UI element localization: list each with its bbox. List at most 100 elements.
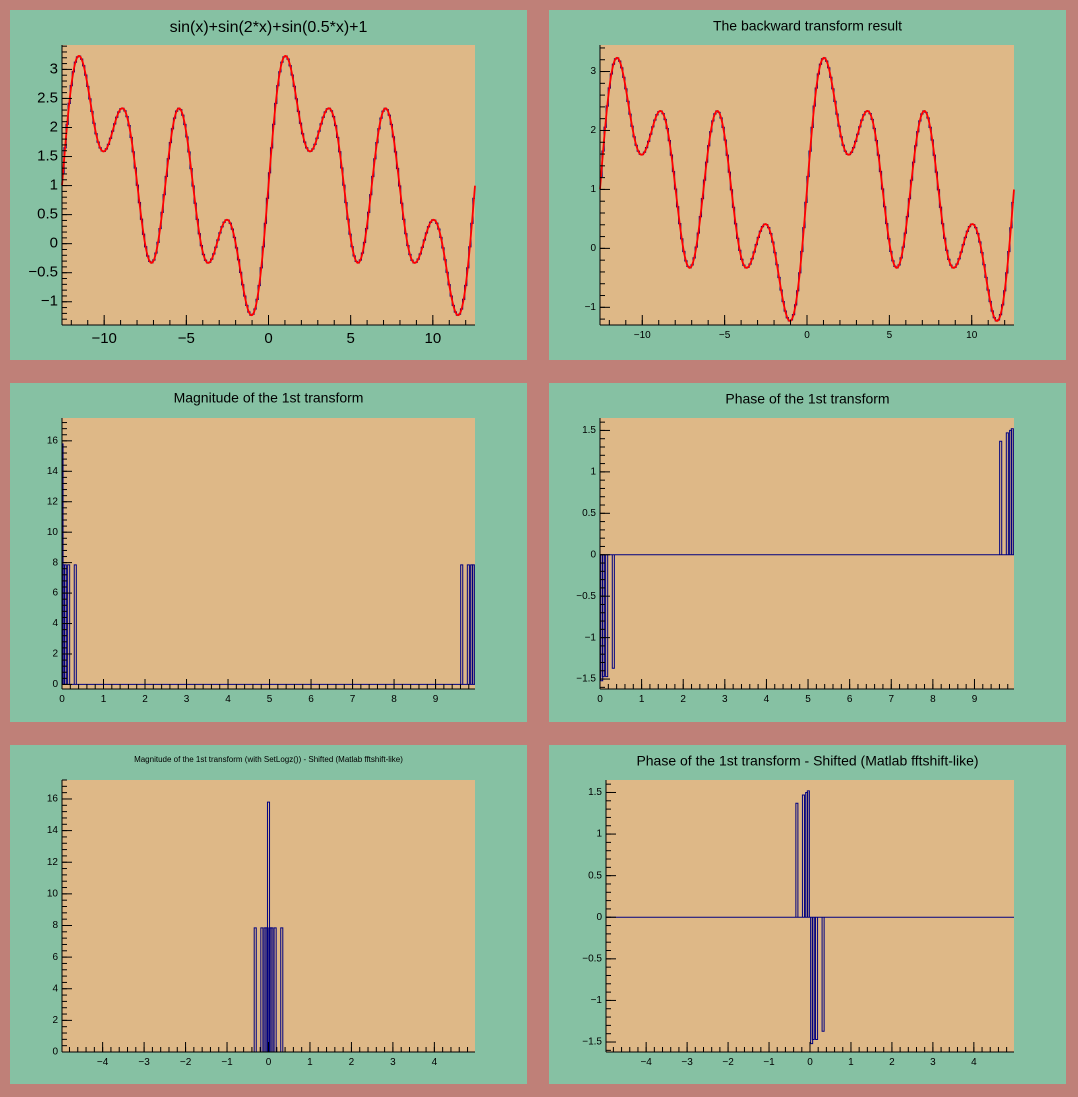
chart-title: Magnitude of the 1st transform <box>174 390 364 406</box>
spike-bar <box>601 554 605 678</box>
x-tick-label: 7 <box>888 694 894 705</box>
x-tick-label: 5 <box>346 330 354 347</box>
chart-title: Phase of the 1st transform <box>725 391 889 407</box>
plot-data <box>61 54 476 317</box>
x-tick-label: 0 <box>59 694 65 705</box>
y-tick-label: 3 <box>50 60 58 77</box>
spike-bar <box>821 917 825 1032</box>
y-tick-label: 0.5 <box>588 870 602 881</box>
y-tick-label: 16 <box>47 794 59 805</box>
spike-bar <box>273 927 277 1052</box>
y-tick-label: 14 <box>47 466 59 477</box>
x-tick-label: 9 <box>433 694 439 705</box>
spike-bar <box>63 564 67 685</box>
x-tick-label: 9 <box>972 694 978 705</box>
y-tick-label: 2.5 <box>37 89 58 106</box>
y-tick-label: 0 <box>52 1047 58 1058</box>
y-tick-label: 3 <box>590 66 596 77</box>
spike-bar <box>73 564 77 685</box>
chart-title: Magnitude of the 1st transform (with Set… <box>134 755 403 764</box>
chart-title: sin(x)+sin(2*x)+sin(0.5*x)+1 <box>170 19 368 36</box>
spike-bar <box>270 927 274 1052</box>
y-tick-label: −1.5 <box>576 674 596 685</box>
x-tick-label: 3 <box>930 1057 936 1068</box>
spike-bar <box>67 564 71 685</box>
y-tick-label: −0.5 <box>582 953 602 964</box>
x-tick-label: −4 <box>97 1057 109 1068</box>
spike-bar <box>466 564 470 685</box>
chart-panel-2: The backward transform result−10 −5 0 5 10−1… <box>549 10 1066 360</box>
function-series <box>599 56 1015 322</box>
x-tick-label: 5 <box>805 694 811 705</box>
x-tick-label: 5 <box>267 694 273 705</box>
x-tick-label: 1 <box>639 694 645 705</box>
y-tick-label: −1 <box>585 632 597 643</box>
y-tick-label: 1 <box>50 177 58 194</box>
x-tick-label: 3 <box>722 694 728 705</box>
spike-bar <box>260 927 264 1052</box>
x-tick-label: −2 <box>722 1057 734 1068</box>
y-tick-label: 12 <box>47 857 59 868</box>
y-tick-label: 2 <box>50 118 58 135</box>
spike-bar <box>1010 428 1014 555</box>
spike-bar <box>1005 432 1009 555</box>
x-tick-label: −10 <box>91 330 116 347</box>
spike-bar <box>999 440 1003 555</box>
plot-frame <box>600 418 1014 689</box>
x-tick-label: −5 <box>178 330 195 347</box>
y-tick-label: 1 <box>590 184 596 195</box>
x-tick-label: 4 <box>764 694 770 705</box>
spike-bar <box>811 917 815 1041</box>
y-tick-label: 2 <box>52 649 58 660</box>
x-tick-label: 1 <box>848 1057 854 1068</box>
y-tick-label: 0.5 <box>582 508 596 519</box>
y-tick-label: 0 <box>596 912 602 923</box>
x-tick-label: 2 <box>142 694 148 705</box>
x-tick-label: 1 <box>307 1057 313 1068</box>
y-tick-label: 1.5 <box>588 787 602 798</box>
function-series <box>61 54 476 317</box>
chart-panel-4: Phase of the 1st transform 0 1 2 3 4 5 6 7 8 9 −1.5… <box>549 383 1066 722</box>
y-tick-label: 1.5 <box>37 148 58 165</box>
y-tick-label: 1 <box>590 467 596 478</box>
x-tick-label: 0 <box>807 1057 813 1068</box>
plot-data <box>61 443 475 685</box>
plot-data <box>599 56 1015 322</box>
y-tick-label: −0.5 <box>28 264 58 281</box>
x-tick-label: 4 <box>225 694 231 705</box>
x-tick-label: 0 <box>804 330 810 341</box>
y-tick-label: 2 <box>52 1015 58 1026</box>
y-tick-label: 14 <box>47 825 59 836</box>
y-tick-label: 10 <box>47 889 59 900</box>
y-tick-label: 1 <box>596 829 602 840</box>
x-tick-label: 8 <box>930 694 936 705</box>
x-tick-label: 4 <box>971 1057 977 1068</box>
x-tick-label: 6 <box>847 694 853 705</box>
y-tick-label: 1.5 <box>582 425 596 436</box>
y-tick-label: 10 <box>47 527 59 538</box>
plot-frame <box>62 780 475 1052</box>
x-tick-label: 10 <box>424 330 441 347</box>
x-tick-label: 4 <box>432 1057 438 1068</box>
y-tick-label: 16 <box>47 435 59 446</box>
y-tick-label: 6 <box>52 588 58 599</box>
y-tick-label: −1 <box>585 302 597 313</box>
spike-bar <box>605 554 609 678</box>
spike-bar <box>253 927 257 1052</box>
y-tick-label: −1 <box>41 293 58 310</box>
y-tick-label: 0 <box>52 679 58 690</box>
x-tick-label: 3 <box>184 694 190 705</box>
y-tick-label: 12 <box>47 496 59 507</box>
spike-bar <box>806 790 810 918</box>
spike-bar <box>795 802 799 918</box>
spike-bar <box>471 564 475 685</box>
x-tick-label: 3 <box>390 1057 396 1068</box>
x-tick-label: 8 <box>391 694 397 705</box>
chart-title: Phase of the 1st transform - Shifted (Ma… <box>636 753 978 769</box>
y-tick-label: 8 <box>52 557 58 568</box>
spike-bar <box>460 564 464 685</box>
x-tick-label: 0 <box>597 694 603 705</box>
y-tick-label: 6 <box>52 952 58 963</box>
plot-frame <box>606 780 1014 1052</box>
